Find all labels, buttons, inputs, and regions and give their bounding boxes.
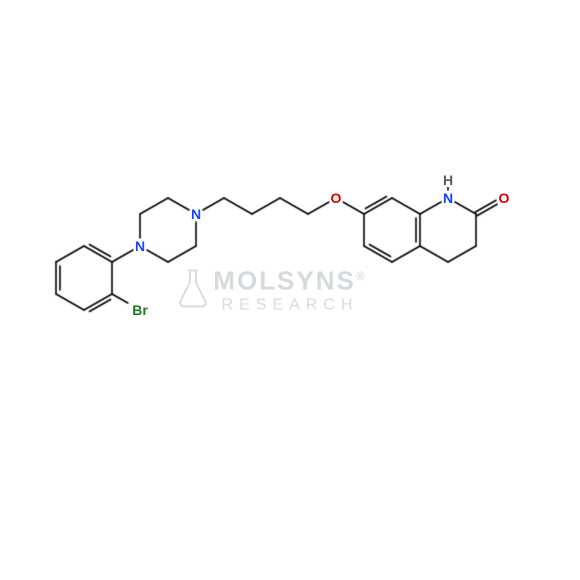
molecule-structure [0,0,580,580]
